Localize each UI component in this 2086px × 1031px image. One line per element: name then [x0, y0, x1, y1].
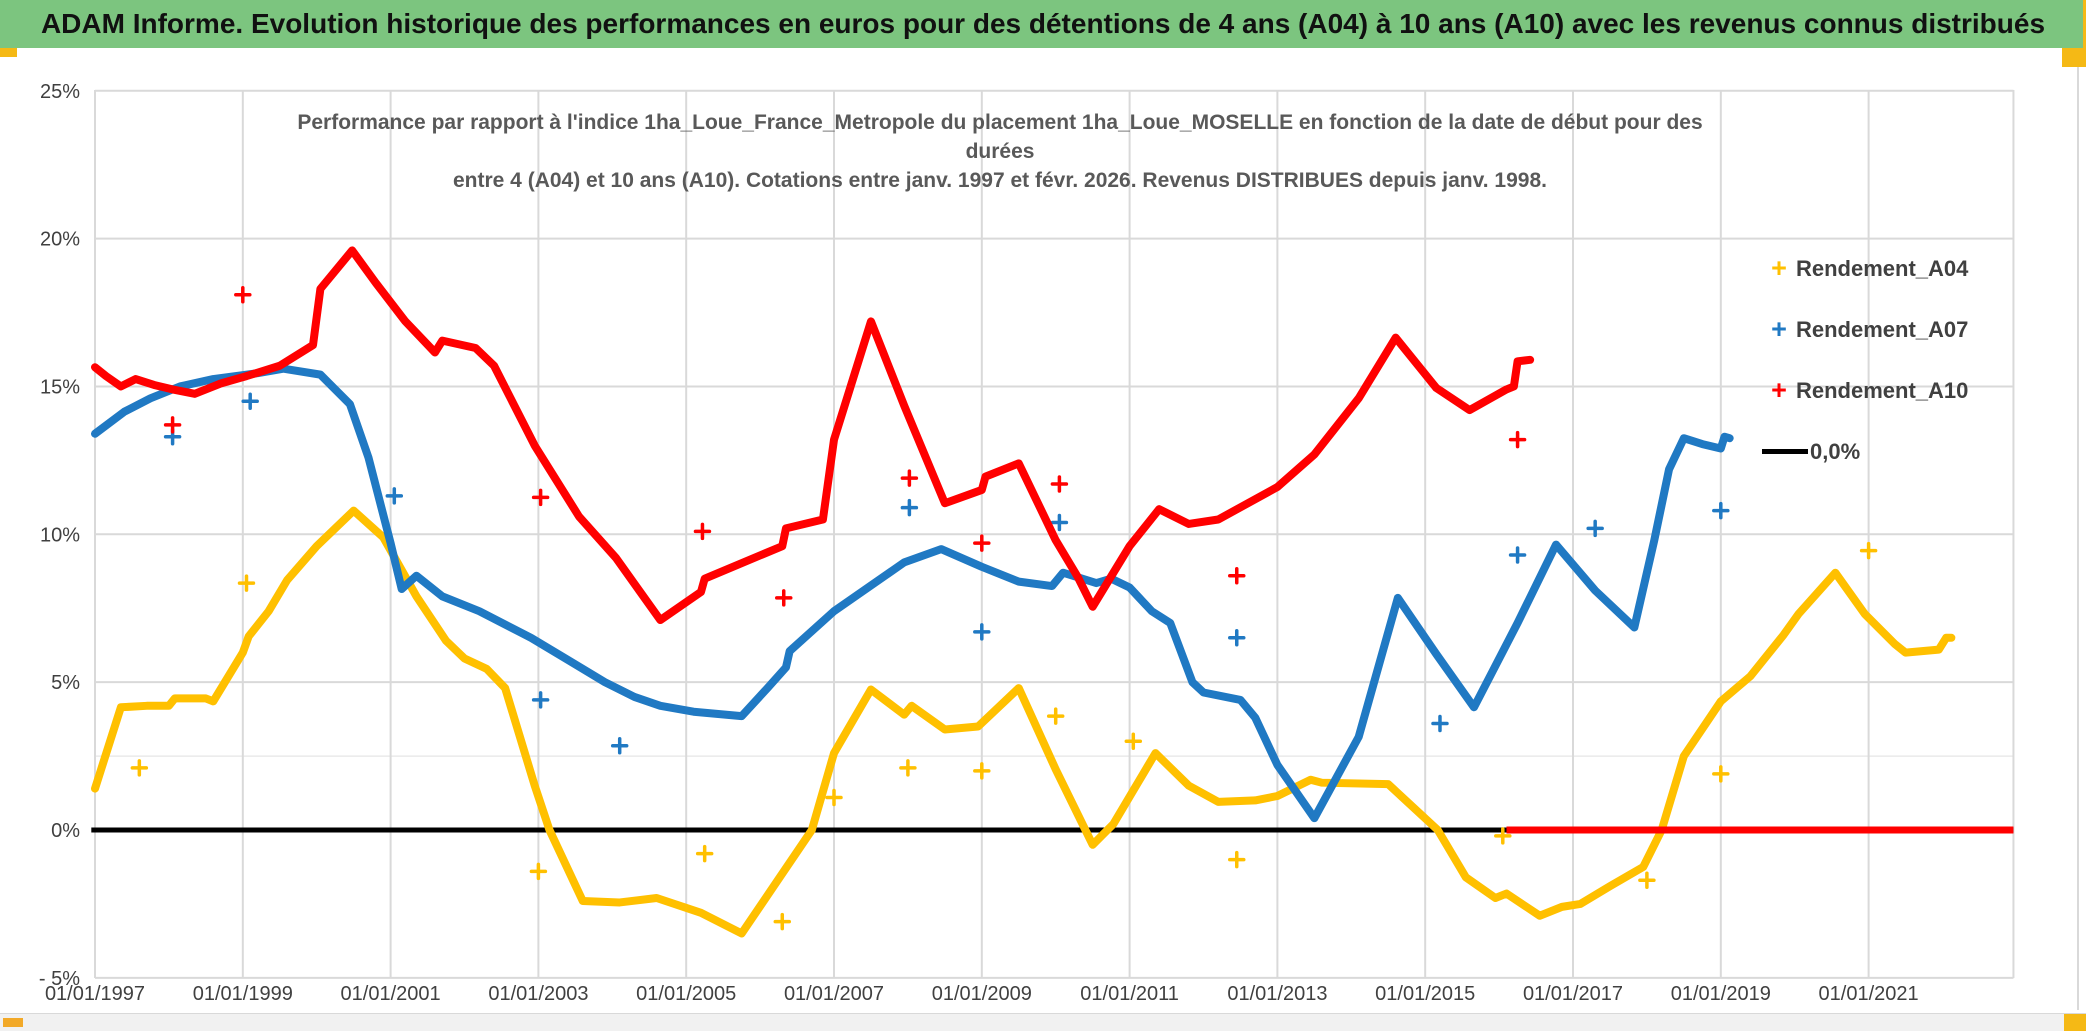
y-tick-label: 25%: [40, 81, 80, 103]
outlier-point-rendement_a07: [1431, 714, 1449, 733]
y-tick-label: 5%: [51, 672, 80, 694]
outlier-point-rendement_a10: [1228, 566, 1246, 585]
outlier-point-rendement_a04: [237, 574, 256, 592]
outlier-point-rendement_a10: [973, 534, 991, 552]
scrollbar-thumb[interactable]: [3, 1018, 23, 1027]
x-tick-label: 01/01/2019: [1671, 983, 1771, 1005]
outlier-point-rendement_a04: [1712, 765, 1730, 783]
horizontal-scrollbar[interactable]: [0, 1013, 2086, 1031]
outlier-point-rendement_a07: [385, 487, 404, 505]
y-tick-label: 10%: [40, 524, 80, 546]
line-marker-icon: [1762, 449, 1808, 454]
report-header: ADAM Informe. Evolution historique des p…: [0, 0, 2086, 48]
scrollbar-corner: [2064, 1014, 2086, 1031]
plus-marker-icon: +: [1771, 375, 1787, 405]
x-tick-label: 01/01/2013: [1227, 983, 1327, 1005]
x-tick-label: 01/01/1997: [45, 983, 145, 1005]
outlier-point-rendement_a07: [973, 623, 991, 641]
x-tick-label: 01/01/2015: [1375, 983, 1475, 1005]
chart-title-line-3: entre 4 (A04) et 10 ans (A10). Cotations…: [453, 169, 1547, 192]
outlier-point-rendement_a07: [1712, 501, 1730, 520]
outlier-point-rendement_a10: [234, 286, 252, 304]
accent-right-orange-sliver: [2083, 0, 2086, 48]
outlier-point-rendement_a04: [1494, 827, 1512, 845]
y-tick-label: 20%: [40, 229, 80, 251]
outlier-point-rendement_a10: [900, 469, 919, 487]
chart-title-line-1: Performance par rapport à l'indice 1ha_L…: [297, 111, 1703, 134]
outlier-point-rendement_a07: [1586, 519, 1604, 538]
accent-right-orange-corner: [2062, 48, 2086, 67]
outlier-point-rendement_a10: [774, 589, 793, 607]
x-tick-label: 01/01/2003: [488, 983, 588, 1005]
outlier-point-rendement_a04: [1046, 707, 1065, 725]
outlier-point-rendement_a04: [1859, 541, 1878, 560]
plus-marker-icon: +: [1771, 253, 1787, 283]
outlier-point-rendement_a04: [773, 912, 792, 931]
series-line-rendement_a04: [91, 506, 1956, 938]
legend-label: Rendement_A10: [1796, 377, 1969, 403]
accent-left-orange: [0, 48, 17, 57]
outlier-point-rendement_a07: [1228, 629, 1246, 647]
outlier-point-rendement_a10: [1508, 430, 1527, 449]
chart-area: 25% 20% 15% 10% 5% 0% - 5% 01/01/1997 01/01/1999…: [0, 48, 2086, 1014]
outlier-point-rendement_a04: [825, 788, 843, 807]
outlier-point-rendement_a07: [241, 392, 259, 410]
outlier-point-rendement_a10: [693, 522, 712, 541]
y-tick-label: - 5%: [39, 968, 80, 990]
report-title: ADAM Informe. Evolution historique des p…: [40, 8, 2046, 39]
outlier-point-rendement_a04: [695, 844, 714, 863]
chart-title: Performance par rapport à l'indice 1ha_L…: [170, 108, 1830, 195]
outlier-point-rendement_a07: [1508, 546, 1527, 564]
outlier-point-rendement_a07: [1050, 513, 1069, 532]
performance-chart: 25% 20% 15% 10% 5% 0% - 5%01/01/1997 01/01/1999…: [39, 62, 2079, 1010]
outlier-point-rendement_a04: [130, 759, 149, 777]
legend-item-rendement-a04[interactable]: + Rendement_A04: [1762, 238, 2062, 299]
outlier-point-rendement_a04: [529, 862, 548, 881]
outlier-point-rendement_a04: [1124, 732, 1143, 751]
outlier-point-rendement_a07: [610, 736, 629, 755]
x-tick-label: 01/01/2017: [1523, 983, 1623, 1005]
y-tick-label: 15%: [40, 376, 80, 398]
plus-marker-icon: +: [1771, 314, 1787, 344]
x-tick-label: 01/01/1999: [193, 983, 293, 1005]
legend-label: Rendement_A07: [1796, 316, 1969, 342]
chart-title-line-2: durées: [965, 140, 1035, 163]
outlier-point-rendement_a04: [973, 762, 991, 780]
outlier-point-rendement_a10: [1050, 475, 1069, 493]
legend-label: 0,0%: [1810, 438, 1861, 464]
legend-item-zero-line[interactable]: 0,0%: [1762, 421, 2062, 482]
legend-item-rendement-a10[interactable]: + Rendement_A10: [1762, 360, 2062, 421]
x-tick-label: 01/01/2009: [932, 983, 1032, 1005]
outlier-point-rendement_a07: [531, 691, 550, 709]
x-tick-label: 01/01/2005: [636, 983, 736, 1005]
outlier-point-rendement_a10: [163, 416, 182, 434]
outlier-point-rendement_a10: [531, 488, 550, 507]
x-tick-label: 01/01/2001: [341, 983, 441, 1005]
outlier-point-rendement_a07: [900, 498, 919, 517]
outlier-point-rendement_a04: [1228, 850, 1246, 869]
y-tick-label: 0%: [51, 820, 80, 842]
x-tick-label: 01/01/2011: [1080, 983, 1179, 1005]
outlier-point-rendement_a04: [1638, 871, 1656, 890]
x-tick-label: 01/01/2007: [784, 983, 884, 1005]
x-tick-label: 01/01/2021: [1819, 983, 1919, 1005]
outlier-point-rendement_a04: [899, 759, 917, 777]
series-line-rendement_a10: [91, 246, 1535, 625]
series-line-rendement_a07: [91, 364, 1734, 823]
chart-legend: + Rendement_A04 + Rendement_A07 + Rendem…: [1762, 238, 2062, 482]
legend-label: Rendement_A04: [1796, 255, 1969, 281]
legend-item-rendement-a07[interactable]: + Rendement_A07: [1762, 299, 2062, 360]
